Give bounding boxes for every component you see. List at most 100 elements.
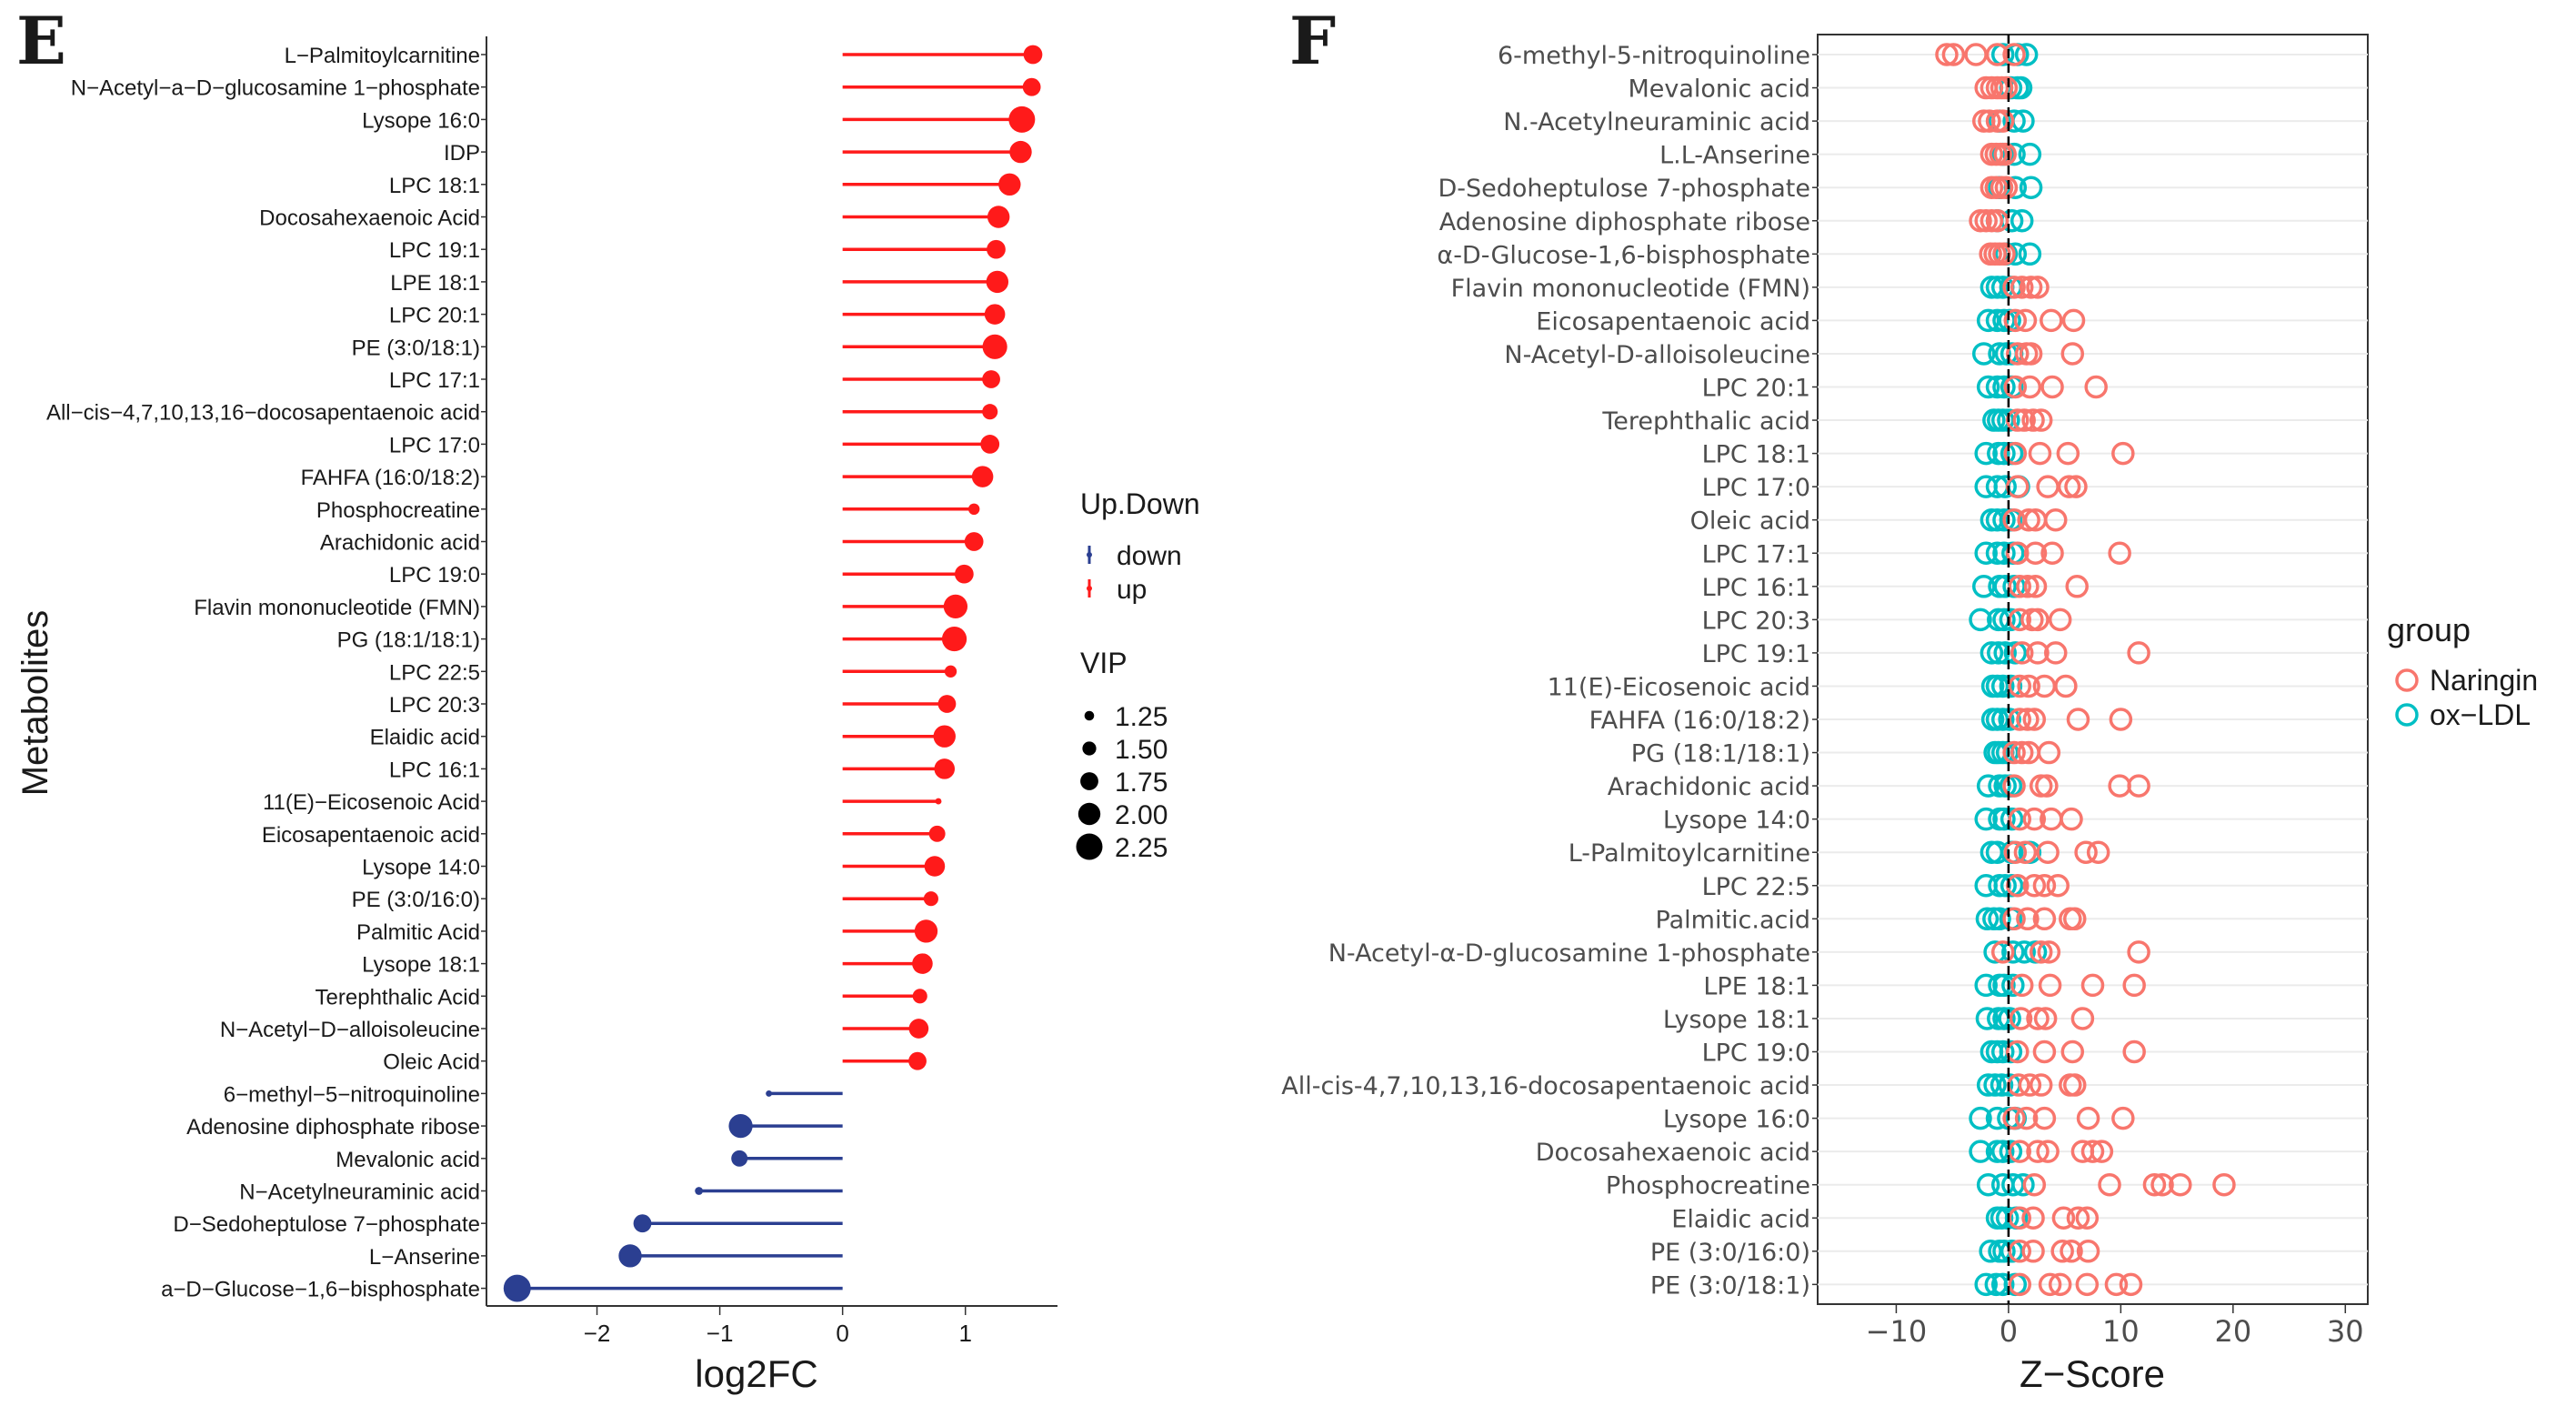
f-point-oxldl	[2011, 1172, 2035, 1197]
f-y-tick-label: All-cis-4,7,10,13,16-docosapentaenoic ac…	[1281, 1072, 1810, 1100]
e-lollipop-point	[618, 1244, 642, 1268]
e-y-tick-label: L−Anserine	[369, 1245, 480, 1270]
f-point-naringin	[2002, 740, 2026, 765]
f-y-tick-label: Adenosine diphosphate ribose	[1439, 208, 1810, 236]
panel-label-e: E	[16, 2, 66, 79]
f-point-oxldl	[1983, 940, 2007, 964]
f-point-oxldl	[1976, 1172, 2000, 1197]
f-point-naringin	[2062, 907, 2087, 931]
f-point-naringin	[2022, 874, 2047, 898]
e-legend-vip-label: 2.25	[1115, 833, 1168, 863]
f-point-oxldl	[1988, 342, 2011, 366]
f-point-naringin	[2054, 674, 2078, 698]
f-point-naringin	[2002, 43, 2026, 66]
f-point-naringin	[2122, 973, 2146, 998]
e-y-tick-label: Adenosine diphosphate ribose	[186, 1115, 480, 1140]
e-y-tick-label: LPC 18:1	[389, 174, 480, 198]
e-y-tick-label: Lysope 18:1	[362, 953, 480, 978]
f-point-naringin	[2028, 441, 2052, 466]
f-point-naringin	[2021, 1240, 2045, 1263]
f-plot-frame	[1817, 34, 2369, 1305]
panel-e-lollipop-chart: E L−Palmitoylcarnitine N−Acetyl−a−D−gluco…	[15, 2, 1200, 1395]
f-x-tick-label: 0	[2000, 1314, 2018, 1349]
f-point-naringin	[2036, 840, 2060, 864]
e-lollipop-point	[503, 1274, 531, 1302]
f-point-naringin	[2023, 575, 2048, 598]
f-point-naringin	[2035, 774, 2059, 798]
f-point-naringin	[2012, 408, 2036, 432]
e-y-tick-label: LPC 17:0	[389, 433, 480, 457]
f-point-oxldl	[1992, 1240, 2016, 1263]
f-point-oxldl	[1985, 507, 2010, 532]
f-point-naringin	[2008, 1272, 2031, 1297]
f-x-tick-label: 30	[2327, 1314, 2364, 1349]
f-point-naringin	[1993, 142, 2017, 166]
f-point-naringin	[2008, 1206, 2031, 1230]
e-lollipop-point	[982, 370, 1000, 388]
f-point-naringin	[2008, 708, 2031, 731]
f-point-naringin	[2006, 541, 2030, 565]
e-y-tick-label: N−Acetylneuraminic acid	[239, 1180, 480, 1205]
e-y-tick-label: LPE 18:1	[390, 271, 480, 296]
e-lollipop-point	[912, 953, 933, 974]
e-y-axis-title: Metabolites	[15, 610, 55, 797]
f-point-naringin	[2040, 308, 2063, 333]
f-point-oxldl	[1990, 1039, 2015, 1064]
f-point-oxldl	[1974, 1272, 1998, 1297]
f-point-naringin	[2017, 674, 2040, 698]
e-legend-label: up	[1117, 575, 1147, 605]
e-y-tick-label: N−Acetyl−a−D−glucosamine 1−phosphate	[71, 76, 480, 101]
f-point-oxldl	[1993, 575, 2017, 598]
f-point-oxldl	[2014, 43, 2039, 66]
f-point-oxldl	[1992, 608, 2016, 632]
f-point-oxldl	[1975, 1007, 2000, 1030]
e-lollipop-point	[731, 1150, 748, 1167]
e-lollipop-point	[934, 758, 956, 779]
e-y-tick-label: LPC 19:0	[389, 563, 480, 588]
f-point-naringin	[2003, 840, 2028, 864]
e-y-tick-label: 6−methyl−5−nitroquinoline	[224, 1082, 480, 1107]
f-point-oxldl	[1974, 441, 1998, 466]
f-point-naringin	[2060, 807, 2083, 831]
f-y-tick-label: 11(E)-Eicosenoic acid	[1548, 673, 1810, 701]
f-point-naringin	[2016, 575, 2040, 598]
e-legend-vip-label: 1.25	[1115, 702, 1168, 732]
e-y-tick-label: LPC 16:1	[389, 758, 480, 782]
e-lollipop-point	[914, 919, 938, 943]
e-lollipop-point	[984, 304, 1006, 325]
f-y-tick-label: Arachidonic acid	[1608, 773, 1810, 801]
e-y-tick-label: D−Sedoheptulose 7−phosphate	[173, 1212, 480, 1237]
f-point-naringin	[2070, 1007, 2095, 1030]
f-points	[1935, 35, 2236, 1304]
f-point-naringin	[2065, 575, 2089, 598]
e-legend-vip-dot	[1082, 741, 1097, 756]
f-legend-label: ox−LDL	[2430, 698, 2531, 731]
f-point-naringin	[2008, 575, 2031, 598]
e-x-tick-label: −1	[707, 1320, 734, 1347]
f-point-naringin	[2098, 1172, 2121, 1197]
f-point-oxldl	[1992, 375, 2016, 399]
f-point-naringin	[2127, 641, 2150, 665]
f-point-naringin	[2127, 940, 2150, 964]
f-point-oxldl	[1999, 1140, 2023, 1163]
e-y-tick-label: Lysope 16:0	[362, 108, 480, 133]
f-point-naringin	[2016, 708, 2040, 731]
f-point-naringin	[2061, 308, 2086, 333]
f-point-naringin	[2127, 774, 2150, 798]
e-legend-vip-dot	[1078, 802, 1101, 826]
e-y-tick-label: LPC 17:1	[389, 368, 480, 393]
f-point-naringin	[2026, 641, 2050, 665]
f-point-naringin	[2006, 1039, 2030, 1064]
f-y-tick-label: Lysope 18:1	[1663, 1006, 1810, 1034]
f-x-tick-label: 10	[2102, 1314, 2140, 1349]
f-point-naringin	[2008, 608, 2031, 632]
f-point-naringin	[2086, 840, 2110, 864]
f-point-oxldl	[1971, 342, 1996, 366]
f-y-tick-label: Elaidic acid	[1671, 1205, 1810, 1233]
e-lollipop-point	[933, 725, 956, 748]
f-point-naringin	[2002, 907, 2026, 931]
f-y-tick-label: Lysope 16:0	[1663, 1106, 1810, 1134]
f-point-oxldl	[1985, 375, 2010, 399]
f-point-naringin	[2046, 874, 2070, 898]
e-y-tick-label: Oleic Acid	[383, 1050, 480, 1075]
